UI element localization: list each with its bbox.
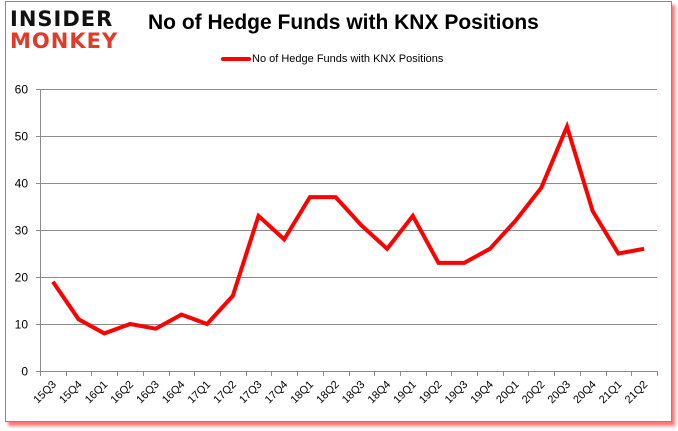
chart-title: No of Hedge Funds with KNX Positions — [148, 11, 539, 34]
x-tick-label: 16Q4 — [160, 379, 188, 407]
logo-line-1: INSIDER — [10, 7, 114, 31]
x-tick-label: 19Q2 — [417, 379, 445, 407]
x-tick-label: 19Q4 — [468, 379, 496, 407]
y-tick-label: 0 — [21, 365, 28, 379]
x-tick-label: 21Q2 — [623, 379, 651, 407]
logo-line-2: MONKEY — [10, 29, 119, 53]
y-tick-label: 50 — [15, 130, 29, 144]
y-tick-label: 60 — [15, 83, 29, 97]
legend-label: No of Hedge Funds with KNX Positions — [252, 53, 444, 65]
y-tick-label: 10 — [15, 318, 29, 332]
x-tick-label: 16Q2 — [109, 379, 137, 407]
x-tick-label: 21Q1 — [597, 379, 625, 407]
y-tick-label: 40 — [15, 177, 29, 191]
x-tick-label: 19Q3 — [443, 379, 471, 407]
data-line — [51, 120, 645, 336]
y-tick-label: 30 — [15, 224, 29, 238]
chart-frame — [5, 1, 672, 422]
x-tick-label: 18Q1 — [289, 379, 317, 407]
x-tick-label: 18Q2 — [314, 379, 342, 407]
legend-line-swatch — [221, 57, 251, 61]
chart-legend: No of Hedge Funds with KNX Positions — [221, 53, 443, 65]
x-tick-label: 16Q3 — [134, 379, 162, 407]
x-tick-label: 17Q3 — [237, 379, 265, 407]
x-tick-label: 16Q1 — [83, 379, 111, 407]
insider-monkey-logo: INSIDER MONKEY — [10, 8, 128, 52]
x-tick-label: 18Q4 — [366, 379, 394, 407]
x-tick-label: 17Q4 — [263, 379, 291, 407]
x-tick-label: 15Q3 — [31, 379, 59, 407]
x-tick-label: 17Q1 — [186, 379, 214, 407]
x-tick-label: 18Q3 — [340, 379, 368, 407]
x-tick-label: 20Q3 — [546, 379, 574, 407]
x-tick-label: 17Q2 — [211, 379, 239, 407]
y-tick-label: 20 — [15, 271, 29, 285]
x-tick-label: 19Q1 — [391, 379, 419, 407]
x-tick-label: 20Q4 — [571, 379, 599, 407]
x-tick-label: 15Q4 — [57, 379, 85, 407]
x-tick-label: 20Q1 — [494, 379, 522, 407]
x-tick-label: 20Q2 — [520, 379, 548, 407]
